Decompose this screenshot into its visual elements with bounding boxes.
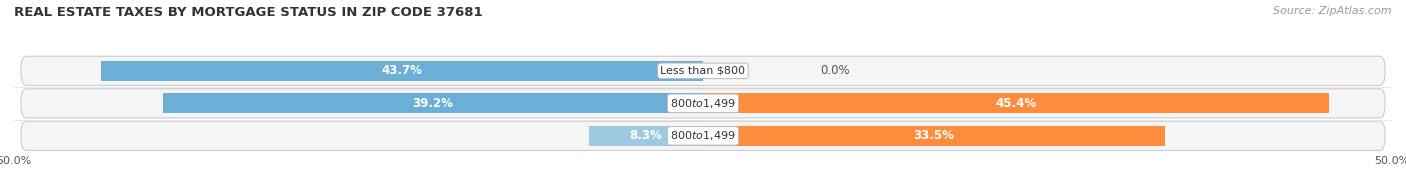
Bar <box>589 126 703 146</box>
Bar <box>163 93 703 113</box>
FancyBboxPatch shape <box>21 56 1385 85</box>
Text: Source: ZipAtlas.com: Source: ZipAtlas.com <box>1274 6 1392 16</box>
Text: 43.7%: 43.7% <box>381 64 422 77</box>
Bar <box>101 61 703 81</box>
Legend: Without Mortgage, With Mortgage: Without Mortgage, With Mortgage <box>575 194 831 195</box>
Text: $800 to $1,499: $800 to $1,499 <box>671 97 735 110</box>
FancyBboxPatch shape <box>21 89 1385 118</box>
Text: $800 to $1,499: $800 to $1,499 <box>671 129 735 142</box>
Text: 45.4%: 45.4% <box>995 97 1036 110</box>
Text: REAL ESTATE TAXES BY MORTGAGE STATUS IN ZIP CODE 37681: REAL ESTATE TAXES BY MORTGAGE STATUS IN … <box>14 6 482 19</box>
Text: 33.5%: 33.5% <box>914 129 955 142</box>
Text: 0.0%: 0.0% <box>820 64 849 77</box>
Text: Less than $800: Less than $800 <box>661 66 745 76</box>
Text: 8.3%: 8.3% <box>630 129 662 142</box>
Text: 39.2%: 39.2% <box>412 97 453 110</box>
FancyBboxPatch shape <box>21 121 1385 151</box>
Bar <box>703 126 1164 146</box>
Bar <box>703 93 1329 113</box>
